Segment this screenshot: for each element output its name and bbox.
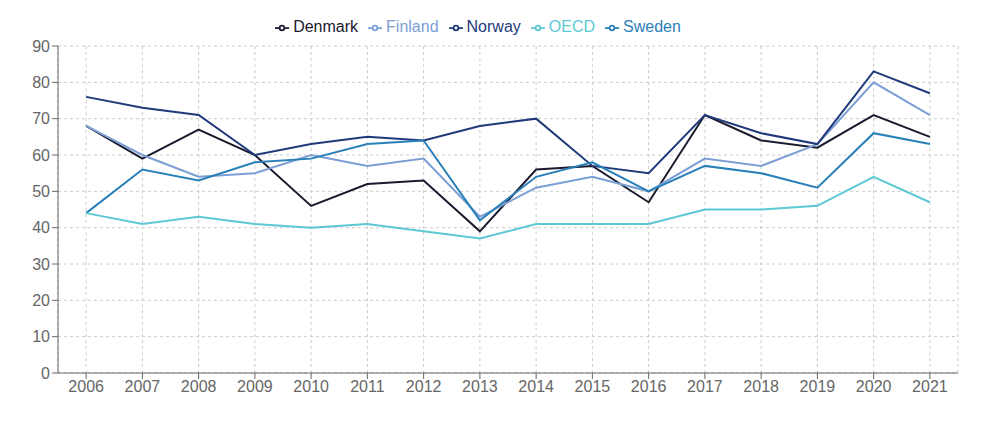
svg-text:60: 60: [32, 147, 50, 164]
svg-text:90: 90: [32, 38, 50, 55]
svg-text:70: 70: [32, 110, 50, 127]
svg-text:80: 80: [32, 74, 50, 91]
svg-text:2021: 2021: [912, 378, 948, 395]
svg-text:2013: 2013: [462, 378, 498, 395]
svg-text:2007: 2007: [125, 378, 161, 395]
svg-text:2009: 2009: [237, 378, 273, 395]
svg-text:0: 0: [41, 365, 50, 382]
html-text:OECD: OECD: [548, 18, 595, 35]
svg-text:20: 20: [32, 292, 50, 309]
html-text:Norway: Norway: [466, 18, 521, 35]
svg-text:2008: 2008: [181, 378, 217, 395]
html-text:Denmark: Denmark: [293, 18, 359, 35]
svg-text:2012: 2012: [406, 378, 442, 395]
svg-text:10: 10: [32, 328, 50, 345]
html-text:Finland: Finland: [386, 18, 439, 35]
svg-text:2015: 2015: [575, 378, 611, 395]
svg-text:2017: 2017: [687, 378, 723, 395]
svg-text:2011: 2011: [350, 378, 385, 395]
svg-text:30: 30: [32, 256, 50, 273]
svg-text:2020: 2020: [856, 378, 892, 395]
svg-text:50: 50: [32, 183, 50, 200]
svg-text:2010: 2010: [293, 378, 329, 395]
svg-text:2016: 2016: [631, 378, 667, 395]
svg-text:2014: 2014: [518, 378, 554, 395]
html-text:Sweden: Sweden: [623, 18, 681, 35]
svg-text:2006: 2006: [68, 378, 104, 395]
svg-text:2018: 2018: [743, 378, 779, 395]
svg-text:40: 40: [32, 219, 50, 236]
svg-text:2019: 2019: [800, 378, 836, 395]
